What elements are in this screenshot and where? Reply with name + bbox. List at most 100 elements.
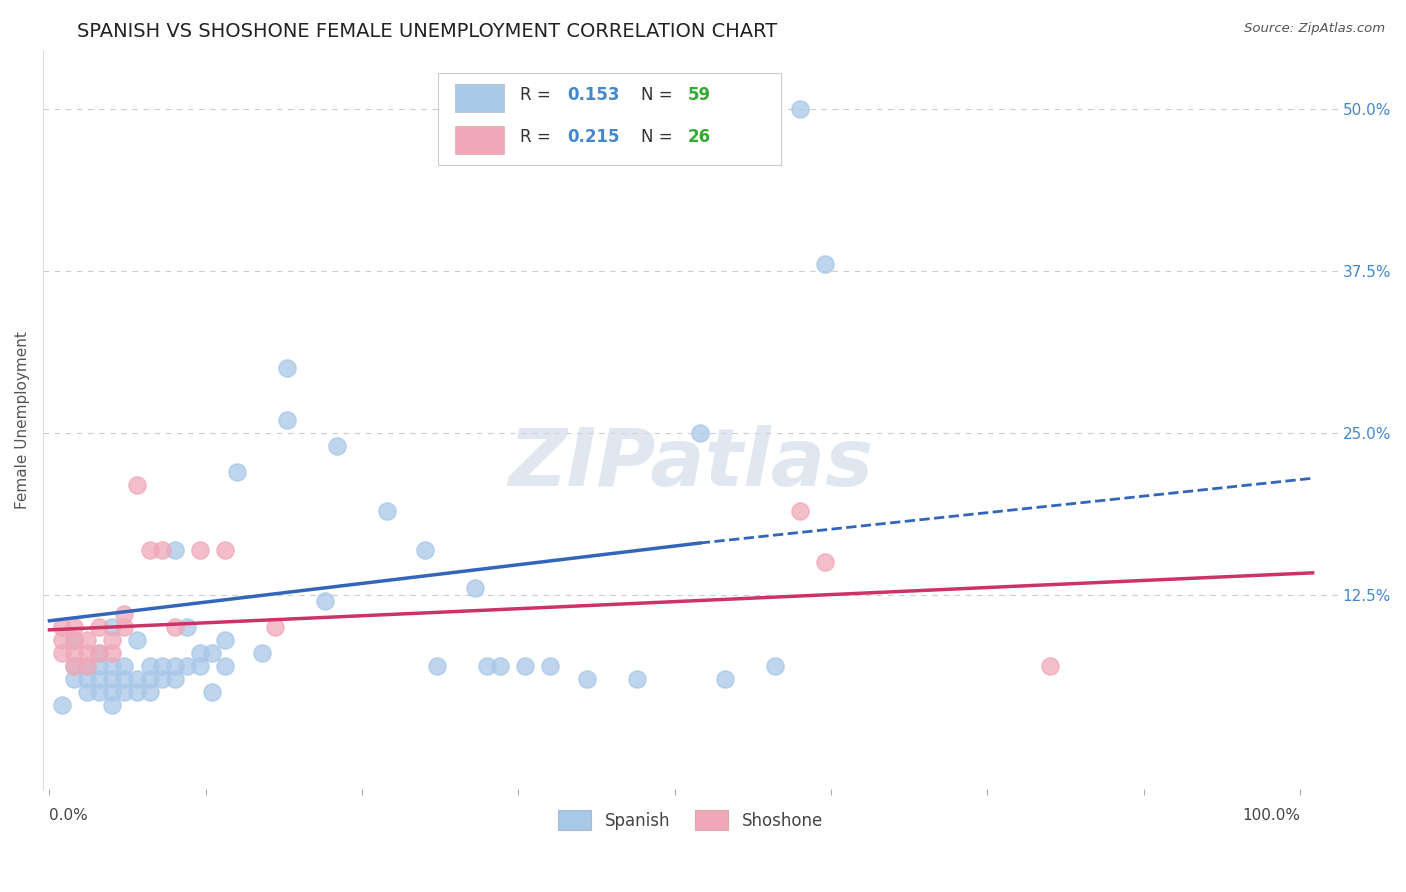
Text: Source: ZipAtlas.com: Source: ZipAtlas.com	[1244, 22, 1385, 36]
Point	[163, 620, 186, 634]
Point	[163, 672, 186, 686]
Point	[326, 439, 349, 453]
Text: ZIPatlas: ZIPatlas	[508, 425, 873, 503]
Point	[150, 672, 173, 686]
Text: 26: 26	[688, 128, 711, 146]
Y-axis label: Female Unemployment: Female Unemployment	[15, 331, 30, 509]
Point	[138, 542, 160, 557]
Point	[276, 361, 298, 376]
Text: 0.153: 0.153	[568, 86, 620, 104]
Point	[76, 685, 98, 699]
Point	[101, 698, 124, 712]
Point	[76, 659, 98, 673]
Point	[138, 685, 160, 699]
FancyBboxPatch shape	[439, 73, 780, 165]
Point	[101, 646, 124, 660]
Point	[814, 257, 837, 271]
Point	[101, 620, 124, 634]
Bar	[454, 126, 503, 154]
Text: N =: N =	[641, 128, 678, 146]
Point	[63, 659, 86, 673]
Point	[477, 659, 499, 673]
Point	[150, 542, 173, 557]
Point	[125, 672, 148, 686]
Point	[214, 633, 236, 648]
Point	[464, 582, 486, 596]
Text: N =: N =	[641, 86, 678, 104]
Point	[114, 672, 136, 686]
Point	[176, 659, 198, 673]
Text: R =: R =	[520, 128, 555, 146]
Point	[375, 503, 398, 517]
Point	[51, 698, 73, 712]
Text: 0.215: 0.215	[568, 128, 620, 146]
Point	[114, 607, 136, 622]
Point	[214, 542, 236, 557]
Point	[63, 620, 86, 634]
Point	[63, 672, 86, 686]
Point	[114, 620, 136, 634]
Point	[488, 659, 510, 673]
Point	[789, 503, 811, 517]
Point	[226, 465, 249, 479]
Legend: Spanish, Shoshone: Spanish, Shoshone	[551, 804, 830, 837]
Point	[114, 659, 136, 673]
Text: 0.0%: 0.0%	[49, 808, 89, 822]
Point	[188, 646, 211, 660]
Point	[163, 542, 186, 557]
Point	[188, 659, 211, 673]
Point	[51, 633, 73, 648]
Point	[626, 672, 648, 686]
Point	[89, 659, 111, 673]
Point	[63, 659, 86, 673]
Bar	[454, 84, 503, 112]
Point	[789, 102, 811, 116]
Text: R =: R =	[520, 86, 555, 104]
Point	[188, 542, 211, 557]
Point	[125, 633, 148, 648]
Point	[89, 646, 111, 660]
Point	[76, 659, 98, 673]
Point	[814, 556, 837, 570]
Point	[89, 646, 111, 660]
Point	[1039, 659, 1062, 673]
Point	[101, 672, 124, 686]
Point	[714, 672, 737, 686]
Point	[150, 659, 173, 673]
Point	[63, 633, 86, 648]
Point	[426, 659, 449, 673]
Point	[51, 646, 73, 660]
Point	[214, 659, 236, 673]
Point	[538, 659, 561, 673]
Point	[576, 672, 599, 686]
Point	[63, 646, 86, 660]
Point	[101, 659, 124, 673]
Point	[125, 685, 148, 699]
Point	[76, 646, 98, 660]
Point	[125, 477, 148, 491]
Point	[63, 633, 86, 648]
Text: 59: 59	[688, 86, 711, 104]
Point	[89, 672, 111, 686]
Point	[76, 633, 98, 648]
Point	[76, 672, 98, 686]
Point	[201, 685, 224, 699]
Point	[513, 659, 536, 673]
Point	[689, 425, 711, 440]
Point	[413, 542, 436, 557]
Point	[101, 685, 124, 699]
Point	[114, 685, 136, 699]
Point	[163, 659, 186, 673]
Point	[763, 659, 786, 673]
Point	[138, 672, 160, 686]
Point	[276, 413, 298, 427]
Point	[51, 620, 73, 634]
Point	[314, 594, 336, 608]
Text: SPANISH VS SHOSHONE FEMALE UNEMPLOYMENT CORRELATION CHART: SPANISH VS SHOSHONE FEMALE UNEMPLOYMENT …	[77, 22, 778, 41]
Text: 100.0%: 100.0%	[1241, 808, 1301, 822]
Point	[89, 685, 111, 699]
Point	[138, 659, 160, 673]
Point	[89, 620, 111, 634]
Point	[101, 633, 124, 648]
Point	[201, 646, 224, 660]
